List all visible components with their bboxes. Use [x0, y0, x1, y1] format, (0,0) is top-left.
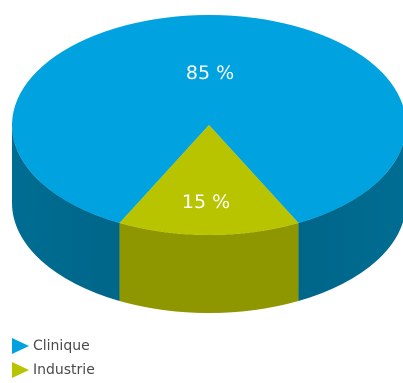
legend-triangle-icon [12, 338, 29, 354]
data-label-industrie: 15 % [182, 191, 230, 213]
legend-item-clinique: Clinique [12, 334, 95, 358]
legend-item-industrie: Industrie [12, 358, 95, 382]
legend-label-clinique: Clinique [33, 338, 90, 354]
pie-slice-industrie [119, 125, 299, 236]
legend: Clinique Industrie [12, 334, 95, 382]
legend-triangle-icon [12, 362, 29, 378]
pie-side-clinique [12, 125, 403, 302]
pie-side-industrie [119, 223, 299, 314]
data-label-clinique: 85 % [186, 62, 234, 84]
pie-slice-clinique [12, 15, 403, 224]
legend-label-industrie: Industrie [33, 362, 95, 378]
pie-chart: 85 % 15 % [12, 15, 403, 314]
